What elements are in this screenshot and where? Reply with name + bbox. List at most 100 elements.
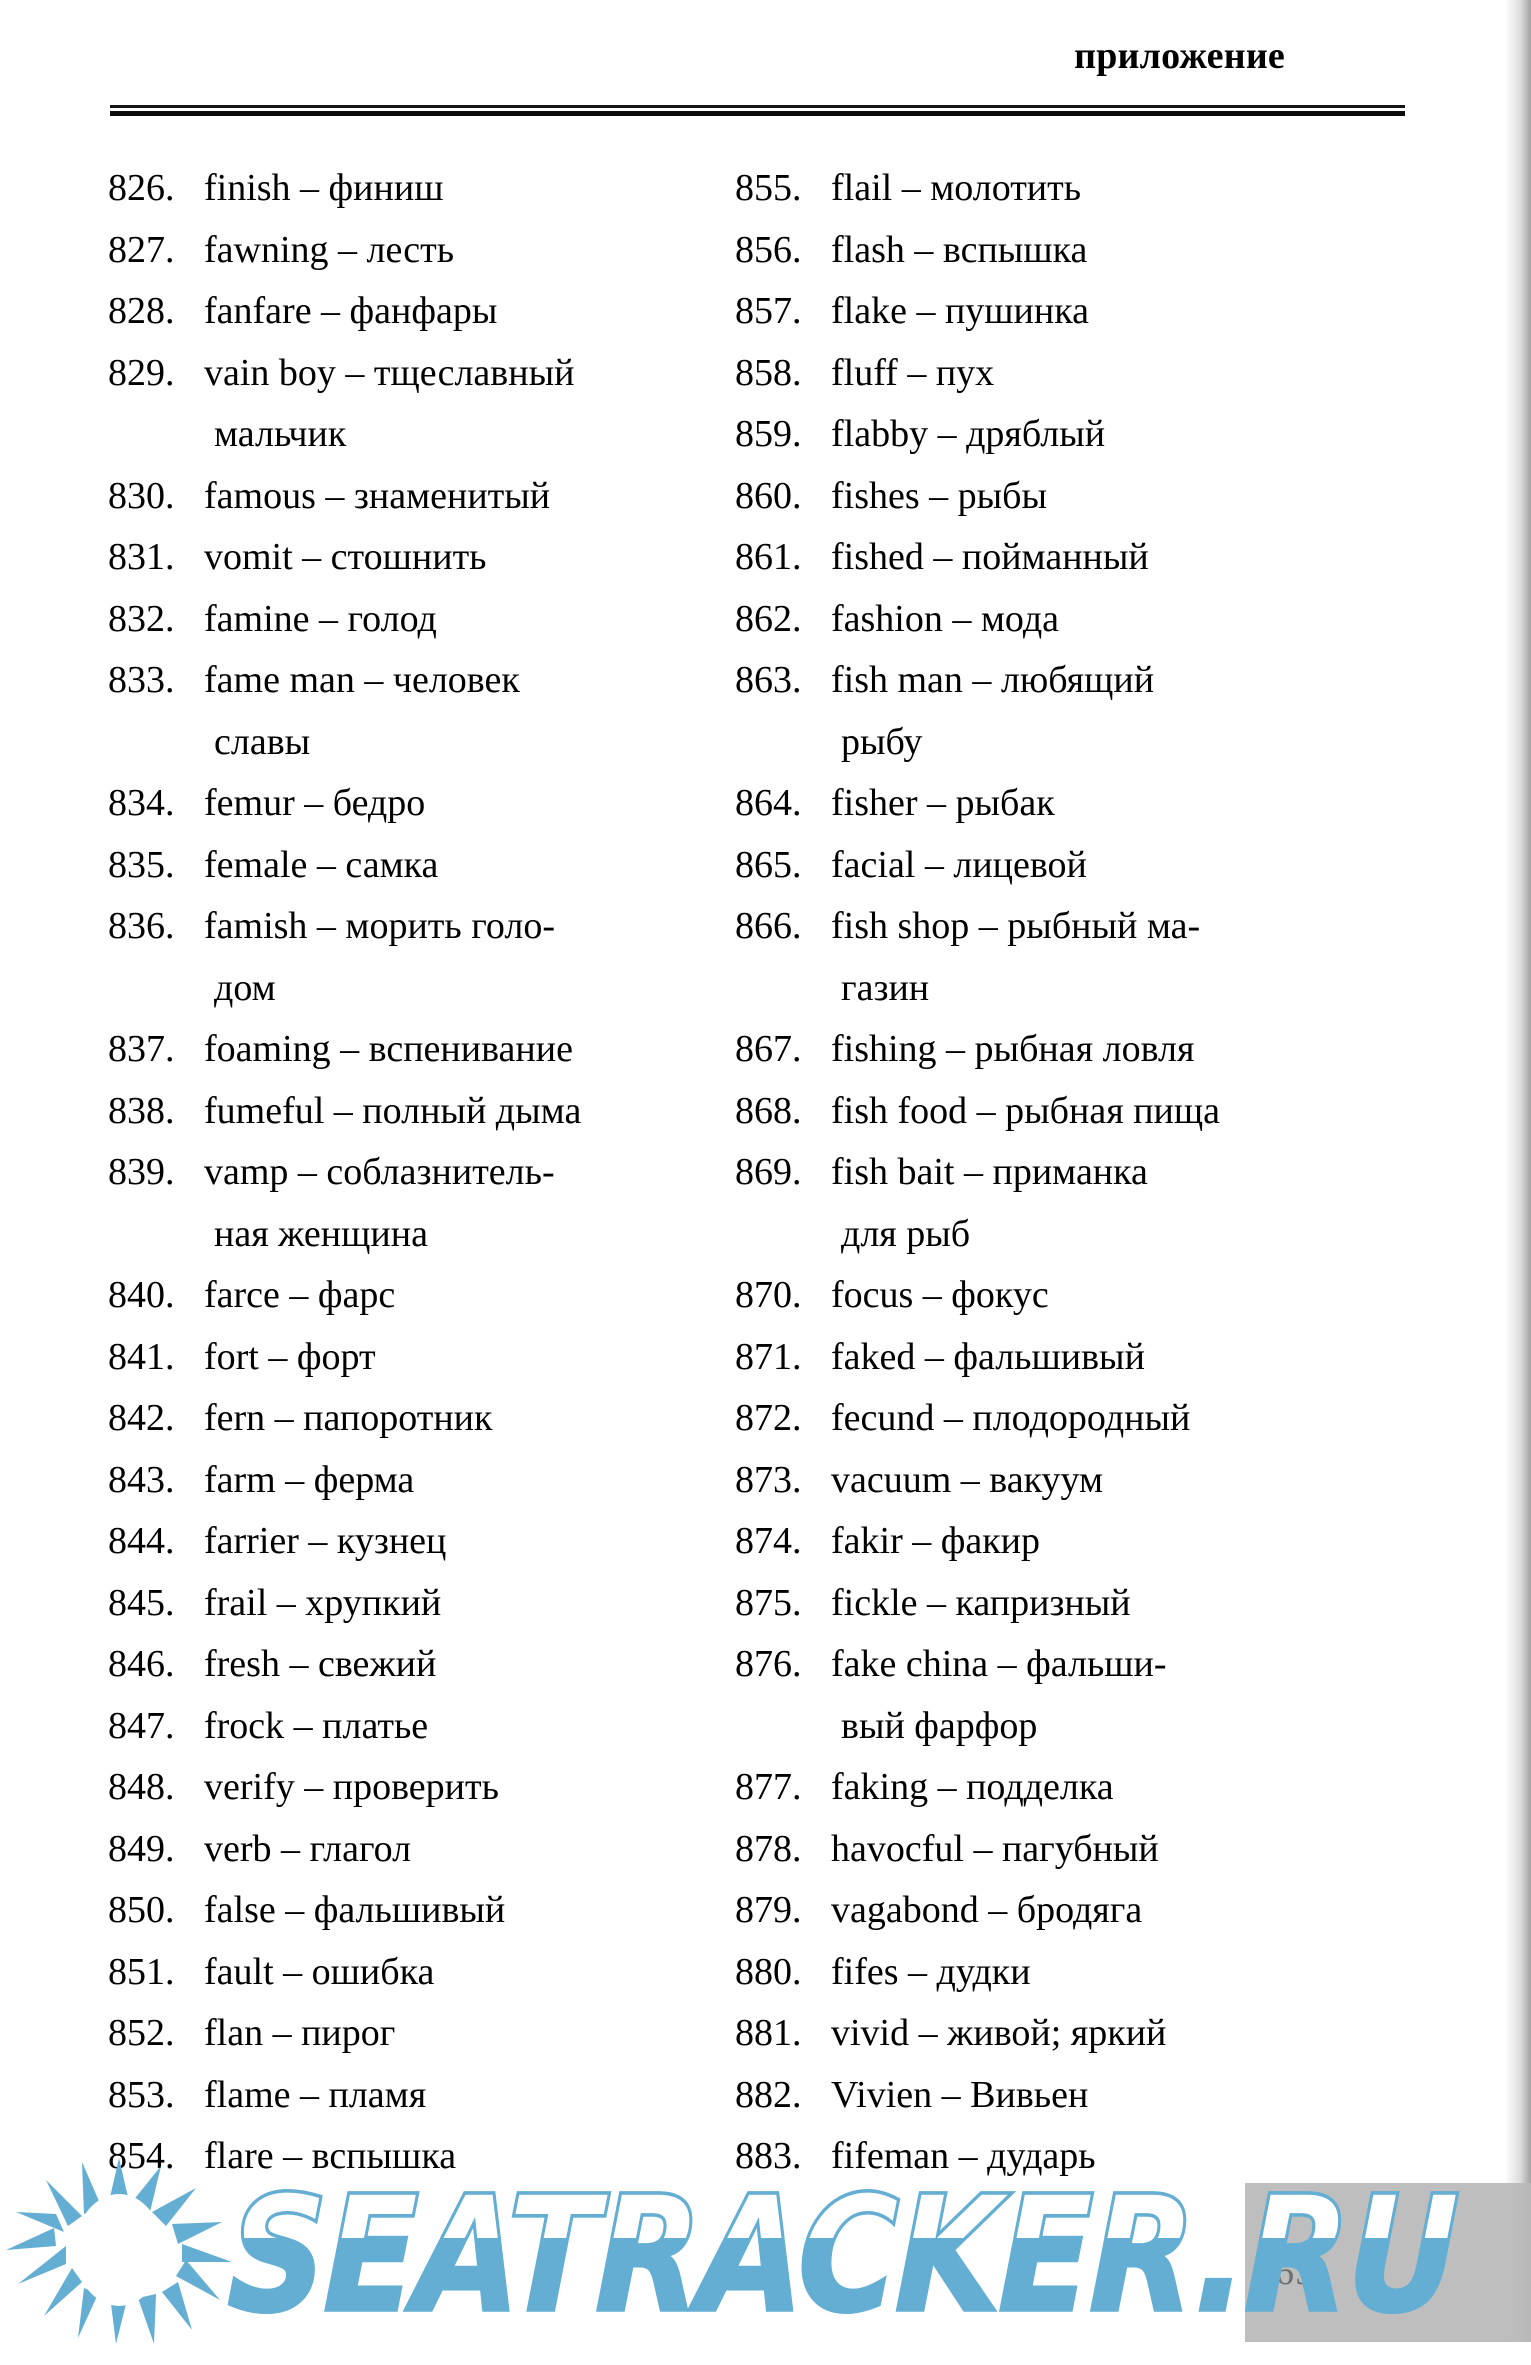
page-number: 665: [1255, 2251, 1315, 2293]
dictionary-entry: 859. flabby – дряблый: [735, 404, 1335, 466]
entry-number: 862.: [735, 597, 802, 640]
dictionary-entry: 837. foaming – вспенивание: [108, 1019, 668, 1081]
entry-text: facial – лицевой: [831, 843, 1087, 886]
entry-text: havocful – пагубный: [831, 1827, 1159, 1870]
entry-number: 841.: [108, 1335, 175, 1378]
entry-number: 834.: [108, 782, 175, 824]
entry-text: flail – молотить: [831, 167, 1082, 209]
entry-number: 850.: [108, 1889, 175, 1931]
entry-text: fisher – рыбак: [831, 782, 1055, 824]
entry-number: 883.: [735, 2135, 802, 2177]
dictionary-entry: 849. verb – глагол: [108, 1819, 668, 1881]
dictionary-entry: 848. verify – проверить: [108, 1757, 668, 1819]
entry-text: focus – фокус: [831, 1274, 1049, 1316]
entry-text: finish – финиш: [204, 167, 444, 209]
entry-text: fumeful – полный дыма: [204, 1089, 582, 1132]
entry-number: 863.: [735, 659, 802, 701]
entry-number: 874.: [735, 1520, 802, 1562]
entry-text: дом: [214, 966, 276, 1009]
scan-artifact-block: [1245, 2183, 1531, 2342]
entry-text: foaming – вспенивание: [204, 1028, 573, 1070]
dictionary-entry: 841. fort – форт: [108, 1327, 668, 1389]
entry-text: fakir – факир: [831, 1520, 1041, 1562]
entry-number: 827.: [108, 228, 175, 271]
dictionary-entry: 866. fish shop – рыбный ма-: [735, 896, 1335, 958]
entry-number: 859.: [735, 413, 802, 455]
entry-text: fecund – плодородный: [831, 1397, 1191, 1439]
entry-number: 846.: [108, 1643, 175, 1685]
dictionary-entry: 881. vivid – живой; яркий: [735, 2003, 1335, 2065]
entry-number: 879.: [735, 1889, 802, 1931]
entry-text: fished – пойманный: [831, 536, 1149, 578]
entry-number: 881.: [735, 2012, 802, 2054]
entry-number: 869.: [735, 1151, 802, 1193]
column-left: 826. finish – финиш 827. fawning – лесть 828…: [108, 158, 668, 2188]
entry-text: vamp – соблазнитель-: [204, 1151, 555, 1193]
dictionary-entry: 833. fame man – человек: [108, 650, 668, 712]
dictionary-entry: 836. famish – морить голо-: [108, 896, 668, 958]
entry-text: flabby – дряблый: [831, 413, 1106, 455]
entry-text: farrier – кузнец: [204, 1520, 447, 1562]
entry-columns: 826. finish – финиш 827. fawning – лесть 828…: [0, 158, 1531, 2177]
entry-text: мальчик: [214, 413, 347, 455]
entry-text: для рыб: [841, 1212, 971, 1255]
entry-continuation-line: ная женщина: [108, 1204, 668, 1266]
entry-number: 880.: [735, 1950, 802, 1993]
entry-text: fern – папоротник: [204, 1397, 493, 1439]
dictionary-entry: 851. fault – ошибка: [108, 1942, 668, 2004]
entry-number: 868.: [735, 1089, 802, 1132]
entry-number: 853.: [108, 2073, 175, 2116]
entry-text: fashion – мода: [831, 597, 1060, 640]
dictionary-entry: 840. farce – фарс: [108, 1265, 668, 1327]
dictionary-entry: 858. fluff – пух: [735, 343, 1335, 405]
dictionary-entry: 879. vagabond – бродяга: [735, 1880, 1335, 1942]
dictionary-entry: 834. femur – бедро: [108, 773, 668, 835]
dictionary-entry: 842. fern – папоротник: [108, 1388, 668, 1450]
entry-number: 873.: [735, 1458, 802, 1501]
entry-number: 867.: [735, 1028, 802, 1070]
entry-number: 861.: [735, 536, 802, 578]
page-header: приложение: [110, 34, 1410, 90]
entry-number: 875.: [735, 1581, 802, 1624]
entry-number: 854.: [108, 2135, 175, 2177]
entry-number: 851.: [108, 1950, 175, 1993]
entry-text: frail – хрупкий: [204, 1581, 442, 1624]
dictionary-entry: 870. focus – фокус: [735, 1265, 1335, 1327]
entry-text: fawning – лесть: [204, 228, 455, 271]
entry-continuation-line: славы: [108, 712, 668, 774]
entry-text: femur – бедро: [204, 782, 426, 824]
entry-text: fault – ошибка: [204, 1950, 435, 1993]
entry-number: 848.: [108, 1766, 175, 1808]
dictionary-entry: 883. fifeman – дударь: [735, 2126, 1335, 2188]
entry-number: 826.: [108, 167, 175, 209]
entry-number: 871.: [735, 1335, 802, 1378]
entry-text: fickle – капризный: [831, 1581, 1131, 1624]
entry-text: famish – морить голо-: [204, 905, 555, 947]
entry-text: fanfare – фанфары: [204, 290, 498, 332]
entry-text: fame man – человек: [204, 659, 520, 701]
entry-number: 849.: [108, 1827, 175, 1870]
entry-text: flash – вспышка: [831, 228, 1088, 271]
entry-number: 828.: [108, 290, 175, 332]
entry-continuation-line: вый фарфор: [735, 1696, 1335, 1758]
dictionary-entry: 867. fishing – рыбная ловля: [735, 1019, 1335, 1081]
dictionary-entry: 847. frock – платье: [108, 1696, 668, 1758]
dictionary-entry: 855. flail – молотить: [735, 158, 1335, 220]
entry-number: 839.: [108, 1151, 175, 1193]
dictionary-entry: 871. faked – фальшивый: [735, 1327, 1335, 1389]
dictionary-entry: 878. havocful – пагубный: [735, 1819, 1335, 1881]
entry-number: 829.: [108, 351, 175, 394]
dictionary-entry: 857. flake – пушинка: [735, 281, 1335, 343]
entry-text: farce – фарс: [204, 1274, 396, 1316]
entry-number: 843.: [108, 1458, 175, 1501]
entry-text: flare – вспышка: [204, 2135, 457, 2177]
entry-number: 844.: [108, 1520, 175, 1562]
entry-text: faking – подделка: [831, 1766, 1114, 1808]
column-right: 855. flail – молотить 856. flash – вспышка 8…: [735, 158, 1335, 2188]
entry-number: 842.: [108, 1397, 175, 1439]
dictionary-entry: 877. faking – подделка: [735, 1757, 1335, 1819]
entry-text: вый фарфор: [841, 1704, 1038, 1747]
entry-text: faked – фальшивый: [831, 1335, 1145, 1378]
entry-text: vacuum – вакуум: [831, 1458, 1104, 1501]
dictionary-entry: 846. fresh – свежий: [108, 1634, 668, 1696]
